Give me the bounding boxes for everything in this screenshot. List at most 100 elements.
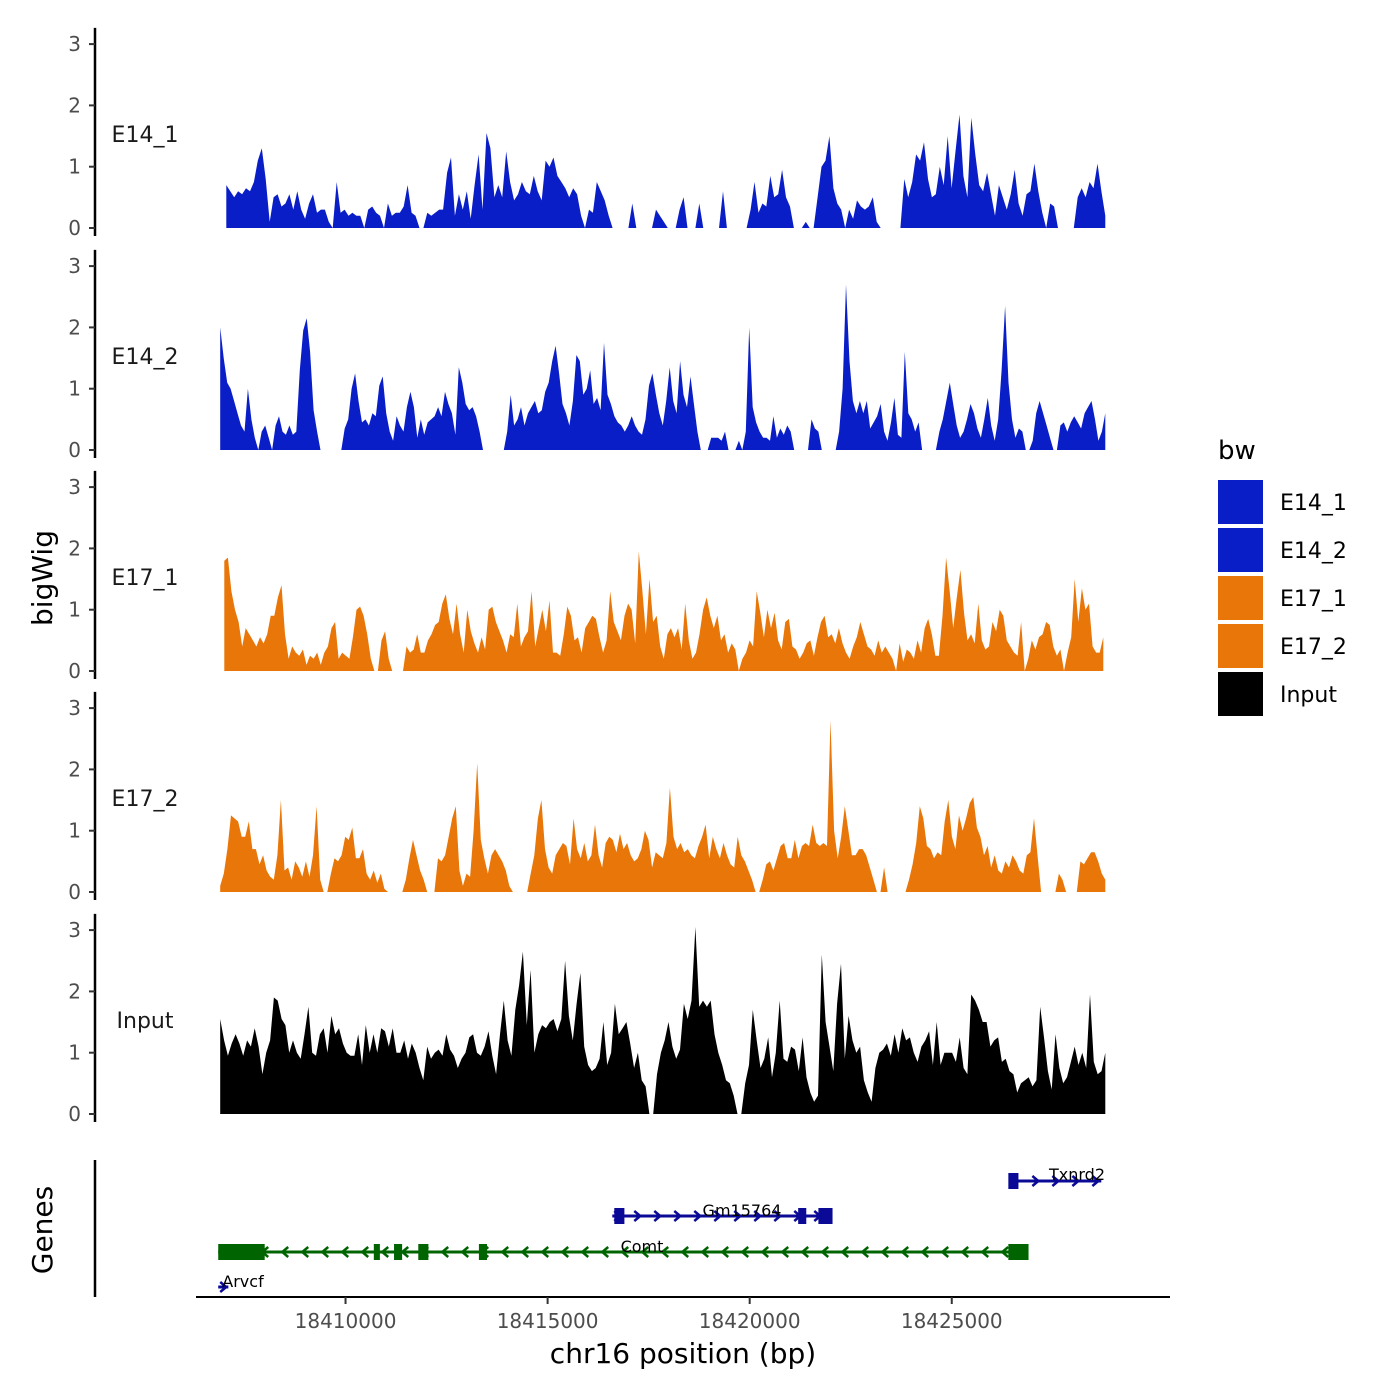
legend-swatch — [1218, 624, 1263, 668]
strand-arrow — [633, 1210, 643, 1222]
gene-comt: Comt — [218, 1237, 1029, 1260]
legend-label: E17_1 — [1280, 587, 1347, 612]
strand-arrow — [880, 1246, 890, 1258]
y-tick-label: 2 — [68, 93, 81, 117]
coverage-area-e14-1 — [226, 114, 1106, 228]
strand-arrow — [773, 1210, 783, 1222]
strand-arrow — [460, 1246, 470, 1258]
strand-arrow — [219, 1281, 229, 1293]
track-label: E14_2 — [112, 345, 179, 370]
legend-swatch — [1218, 576, 1263, 620]
strand-arrow — [540, 1246, 550, 1258]
y-tick-label: 0 — [68, 1102, 81, 1126]
y-tick-label: 3 — [68, 918, 81, 942]
strand-arrow — [1091, 1175, 1101, 1187]
strand-arrow — [960, 1246, 970, 1258]
x-tick-label: 18425000 — [901, 1309, 1003, 1333]
x-tick-label: 18410000 — [295, 1309, 397, 1333]
gene-exon — [818, 1208, 833, 1224]
strand-arrow — [780, 1246, 790, 1258]
track-e17-2: 0 1 2 3 E17_2 — [68, 691, 1106, 904]
track-input: 0 1 2 3 Input — [68, 913, 1106, 1126]
y-tick-label: 0 — [68, 880, 81, 904]
y-tick-label: 0 — [68, 216, 81, 240]
legend-label: E14_2 — [1280, 539, 1347, 564]
genes-axis-title: Genes — [26, 1186, 59, 1274]
x-axis: 18410000 18415000 18420000 18425000 — [196, 1296, 1170, 1333]
strand-arrow — [693, 1210, 703, 1222]
strand-arrow — [720, 1246, 730, 1258]
strand-arrow — [920, 1246, 930, 1258]
strand-arrow — [1031, 1175, 1041, 1187]
strand-arrow — [580, 1246, 590, 1258]
x-axis-title: chr16 position (bp) — [550, 1337, 816, 1370]
strand-arrow — [620, 1246, 630, 1258]
strand-arrow — [640, 1246, 650, 1258]
strand-arrow — [280, 1246, 290, 1258]
strand-arrow — [713, 1210, 723, 1222]
track-label: E14_1 — [112, 123, 179, 148]
gene-arvcf: Arvcf — [218, 1272, 264, 1293]
legend-label: Input — [1280, 683, 1337, 708]
strand-arrow — [680, 1246, 690, 1258]
coverage-area-e17-1 — [224, 551, 1104, 671]
strand-arrow — [940, 1246, 950, 1258]
y-tick-label: 2 — [68, 757, 81, 781]
legend-label: E14_1 — [1280, 491, 1347, 516]
gene-exon — [373, 1244, 380, 1260]
strand-arrow — [733, 1210, 743, 1222]
y-tick-label: 2 — [68, 315, 81, 339]
legend-label: E17_2 — [1280, 635, 1347, 660]
strand-arrow — [900, 1246, 910, 1258]
coverage-area-e14-2 — [220, 284, 1106, 450]
gene-label: Arvcf — [222, 1272, 264, 1291]
x-tick-label: 18415000 — [497, 1309, 599, 1333]
gene-label: Gm15764 — [703, 1201, 782, 1220]
strand-arrow — [300, 1246, 310, 1258]
y-tick-label: 1 — [68, 1041, 81, 1065]
track-e14-2: 0 1 2 3 E14_2 — [68, 249, 1106, 462]
strand-arrow — [560, 1246, 570, 1258]
strand-arrow — [380, 1246, 390, 1258]
y-tick-label: 1 — [68, 377, 81, 401]
strand-arrow — [820, 1246, 830, 1258]
legend: bw E14_1 E14_2 E17_1 E17_2 Input — [1218, 436, 1347, 716]
y-tick-label: 3 — [68, 696, 81, 720]
strand-arrow — [360, 1246, 370, 1258]
strand-arrow — [340, 1246, 350, 1258]
strand-arrow — [660, 1246, 670, 1258]
strand-arrow — [520, 1246, 530, 1258]
strand-arrow — [800, 1246, 810, 1258]
strand-arrow — [500, 1246, 510, 1258]
y-tick-label: 3 — [68, 254, 81, 278]
y-tick-label: 1 — [68, 819, 81, 843]
strand-arrow — [740, 1246, 750, 1258]
strand-arrow — [653, 1210, 663, 1222]
gene-exon — [798, 1208, 807, 1224]
strand-arrow — [860, 1246, 870, 1258]
gene-exon — [394, 1244, 403, 1260]
gene-txnrd2: Txnrd2 — [1008, 1165, 1105, 1189]
gene-exon — [418, 1244, 429, 1260]
x-tick-label: 18420000 — [699, 1309, 801, 1333]
track-e14-1: 0 1 2 3 E14_1 — [68, 27, 1106, 240]
gene-label: Txnrd2 — [1048, 1165, 1105, 1184]
y-tick-label: 2 — [68, 536, 81, 560]
track-label: E17_2 — [112, 787, 179, 812]
strand-arrow — [980, 1246, 990, 1258]
legend-swatch — [1218, 480, 1263, 524]
strand-arrow — [600, 1246, 610, 1258]
legend-swatch — [1218, 528, 1263, 572]
y-tick-label: 1 — [68, 155, 81, 179]
strand-arrow — [440, 1246, 450, 1258]
strand-arrow — [1051, 1175, 1061, 1187]
strand-arrow — [1000, 1246, 1010, 1258]
gene-exon — [614, 1208, 625, 1224]
gene-exon — [1008, 1244, 1029, 1260]
track-label: Input — [117, 1009, 174, 1034]
y-tick-label: 3 — [68, 32, 81, 56]
gene-exon — [218, 1244, 265, 1260]
gene-annotation-panel: Txnrd2 Gm15764 Comt Arvcf — [93, 1160, 1105, 1297]
legend-title: bw — [1218, 436, 1256, 466]
